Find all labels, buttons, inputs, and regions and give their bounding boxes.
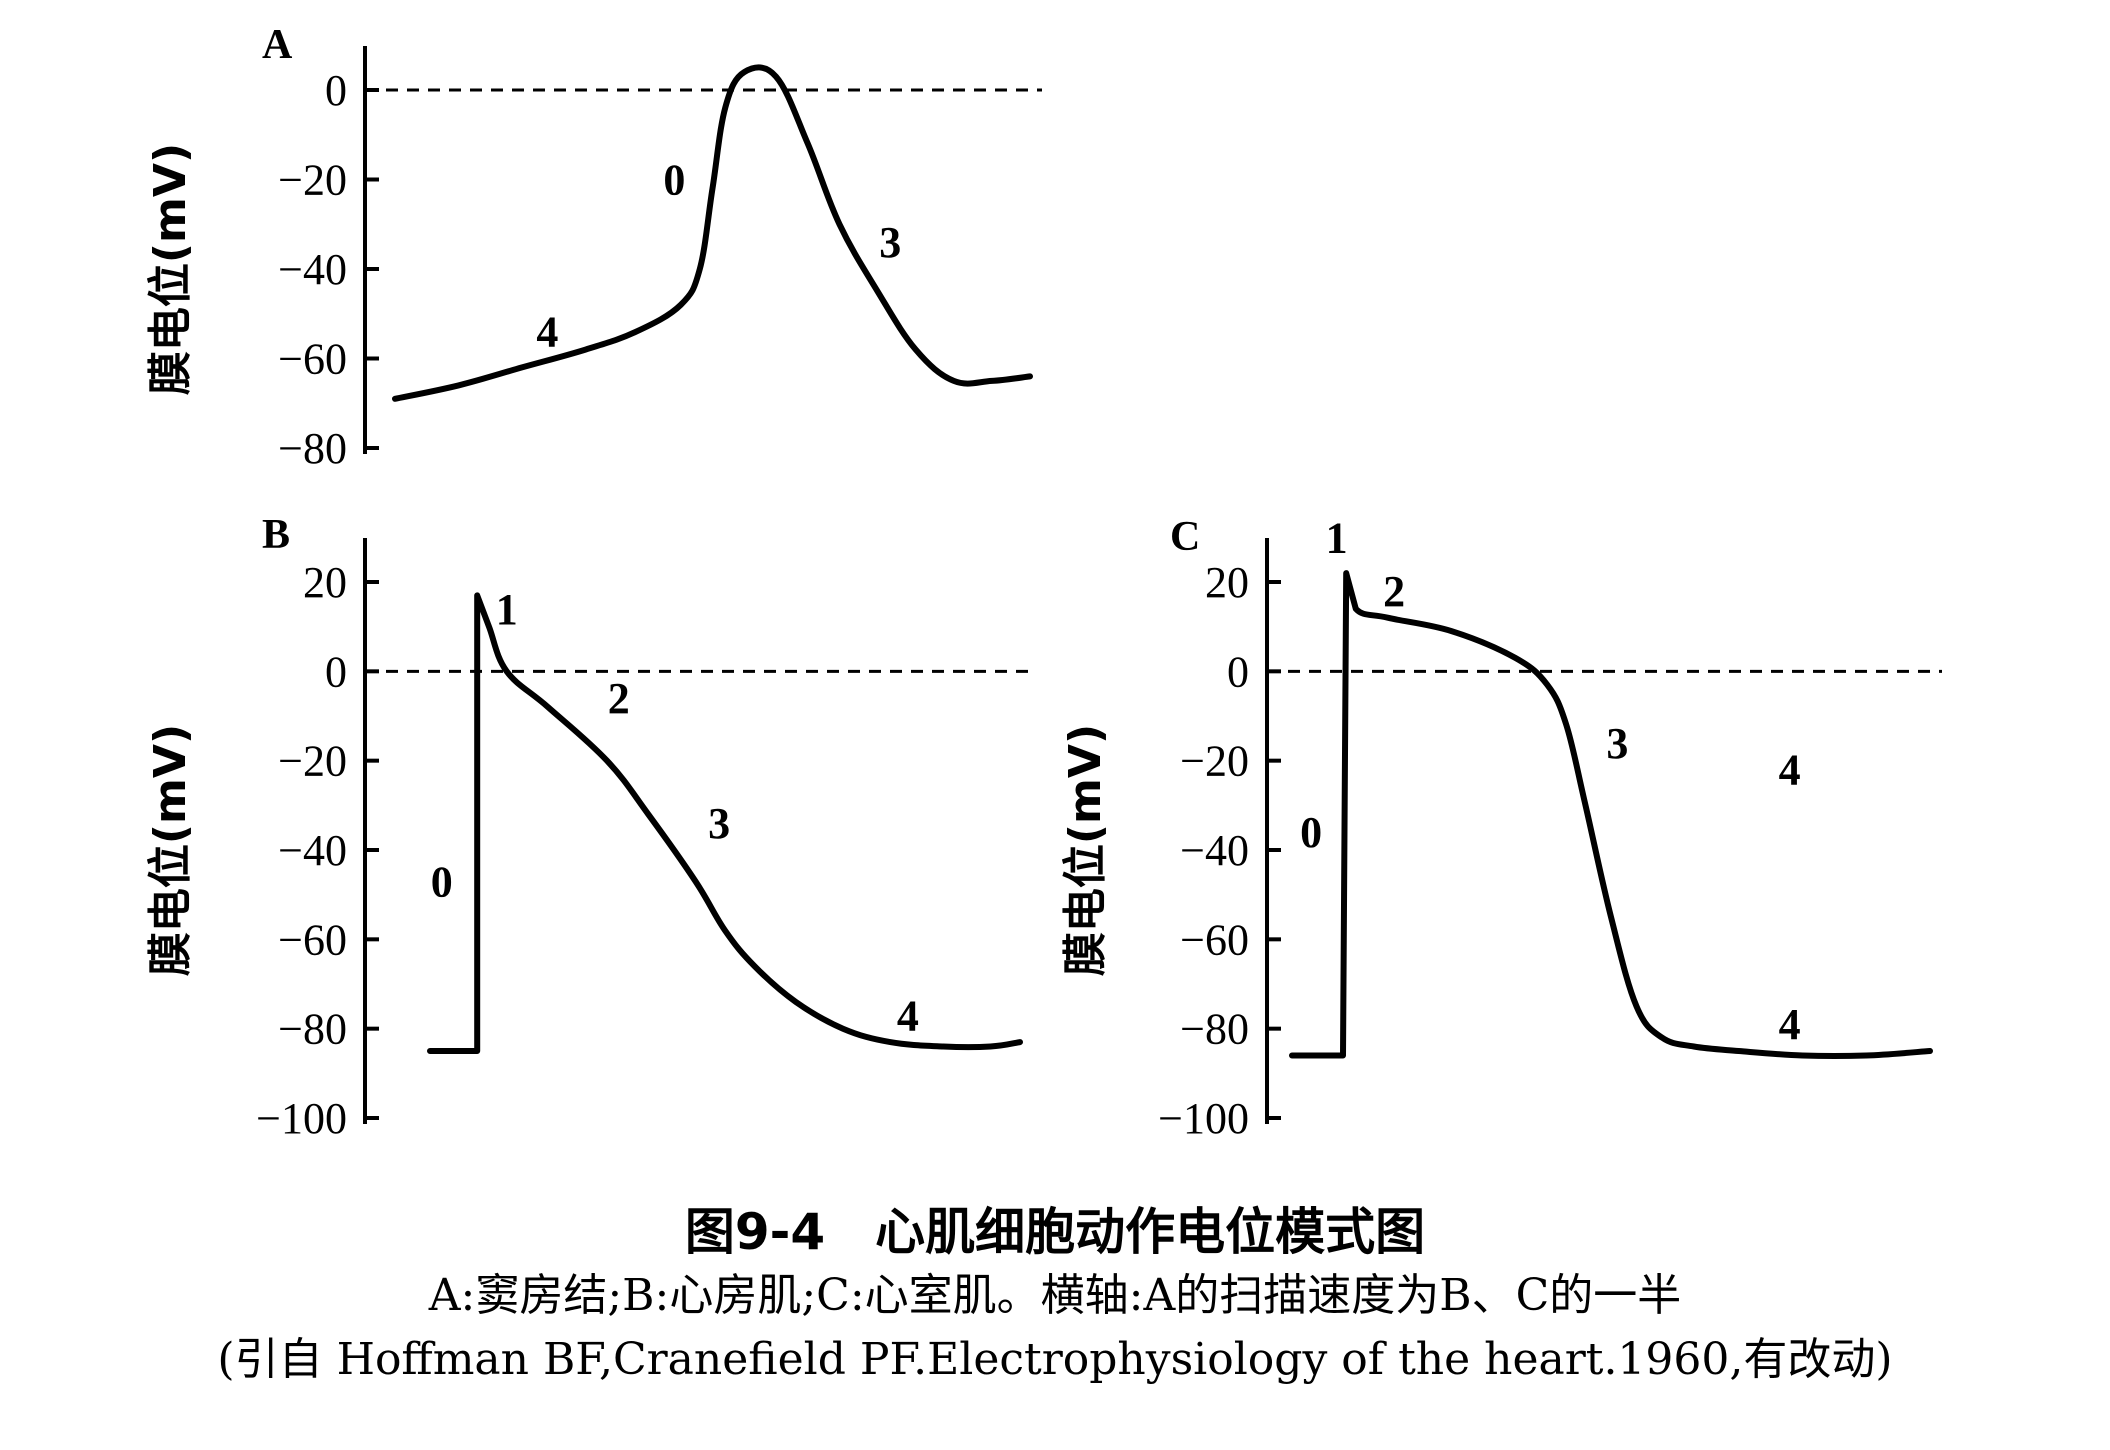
phase-label: 0 bbox=[1300, 808, 1322, 857]
action-potential-trace bbox=[392, 64, 1033, 402]
panel-label: B bbox=[262, 512, 290, 558]
y-axis-label: 膜电位(mV) bbox=[145, 143, 196, 395]
caption-line-1: A:窦房结;B:心房肌;C:心室肌。横轴:A的扫描速度为B、C的一半 bbox=[428, 1270, 1682, 1321]
y-tick-label: −100 bbox=[1158, 1094, 1249, 1143]
phase-label: 2 bbox=[1383, 567, 1405, 616]
y-tick-label: 20 bbox=[1205, 558, 1249, 607]
y-tick-label: 20 bbox=[303, 558, 347, 607]
y-tick-label: −60 bbox=[278, 335, 347, 384]
y-tick-label: −20 bbox=[278, 737, 347, 786]
y-tick-label: −40 bbox=[278, 245, 347, 294]
action-potential-trace bbox=[427, 592, 1023, 1054]
y-tick-label: 0 bbox=[1227, 647, 1249, 696]
y-tick-label: −60 bbox=[1180, 915, 1249, 964]
y-tick-label: −60 bbox=[278, 915, 347, 964]
phase-label: 1 bbox=[1326, 513, 1348, 562]
phase-label: 0 bbox=[663, 156, 685, 205]
y-tick-label: −40 bbox=[278, 826, 347, 875]
figure-caption: 图9-4 心肌细胞动作电位模式图 A:窦房结;B:心房肌;C:心室肌。横轴:A的… bbox=[0, 1200, 2110, 1392]
y-tick-label: −80 bbox=[278, 424, 347, 473]
figure-title: 图9-4 心肌细胞动作电位模式图 bbox=[684, 1203, 1426, 1261]
phase-label: 4 bbox=[1779, 746, 1801, 795]
panel-label: A bbox=[262, 22, 293, 68]
caption-line-2: (引自 Hoffman BF,Cranefield PF.Electrophys… bbox=[217, 1334, 1893, 1385]
y-tick-label: 0 bbox=[325, 647, 347, 696]
y-axis-label: 膜电位(mV) bbox=[145, 724, 196, 976]
y-tick-label: −40 bbox=[1180, 826, 1249, 875]
phase-label: 2 bbox=[608, 674, 630, 723]
phase-label: 1 bbox=[496, 585, 518, 634]
y-tick-label: −100 bbox=[256, 1094, 347, 1143]
y-tick-label: −80 bbox=[278, 1005, 347, 1054]
phase-label: 3 bbox=[708, 799, 730, 848]
phase-label: 4 bbox=[536, 308, 558, 357]
panel-label: C bbox=[1170, 514, 1200, 560]
chart-panel-b: B 20 0 −20 −40 −60 −80 −100 膜电位(mV) 1 0 2 3 4 bbox=[145, 512, 1032, 1143]
phase-label: 3 bbox=[879, 218, 901, 267]
phase-label: 3 bbox=[1606, 719, 1628, 768]
y-tick-label: 0 bbox=[325, 66, 347, 115]
phase-label: 0 bbox=[431, 857, 453, 906]
phase-label: 4 bbox=[897, 991, 919, 1040]
y-axis-label: 膜电位(mV) bbox=[1060, 724, 1111, 976]
y-tick-label: −80 bbox=[1180, 1005, 1249, 1054]
y-tick-label: −20 bbox=[1180, 737, 1249, 786]
action-potential-trace bbox=[1289, 570, 1933, 1060]
phase-label: 4 bbox=[1779, 1000, 1801, 1049]
y-tick-label: −20 bbox=[278, 156, 347, 205]
